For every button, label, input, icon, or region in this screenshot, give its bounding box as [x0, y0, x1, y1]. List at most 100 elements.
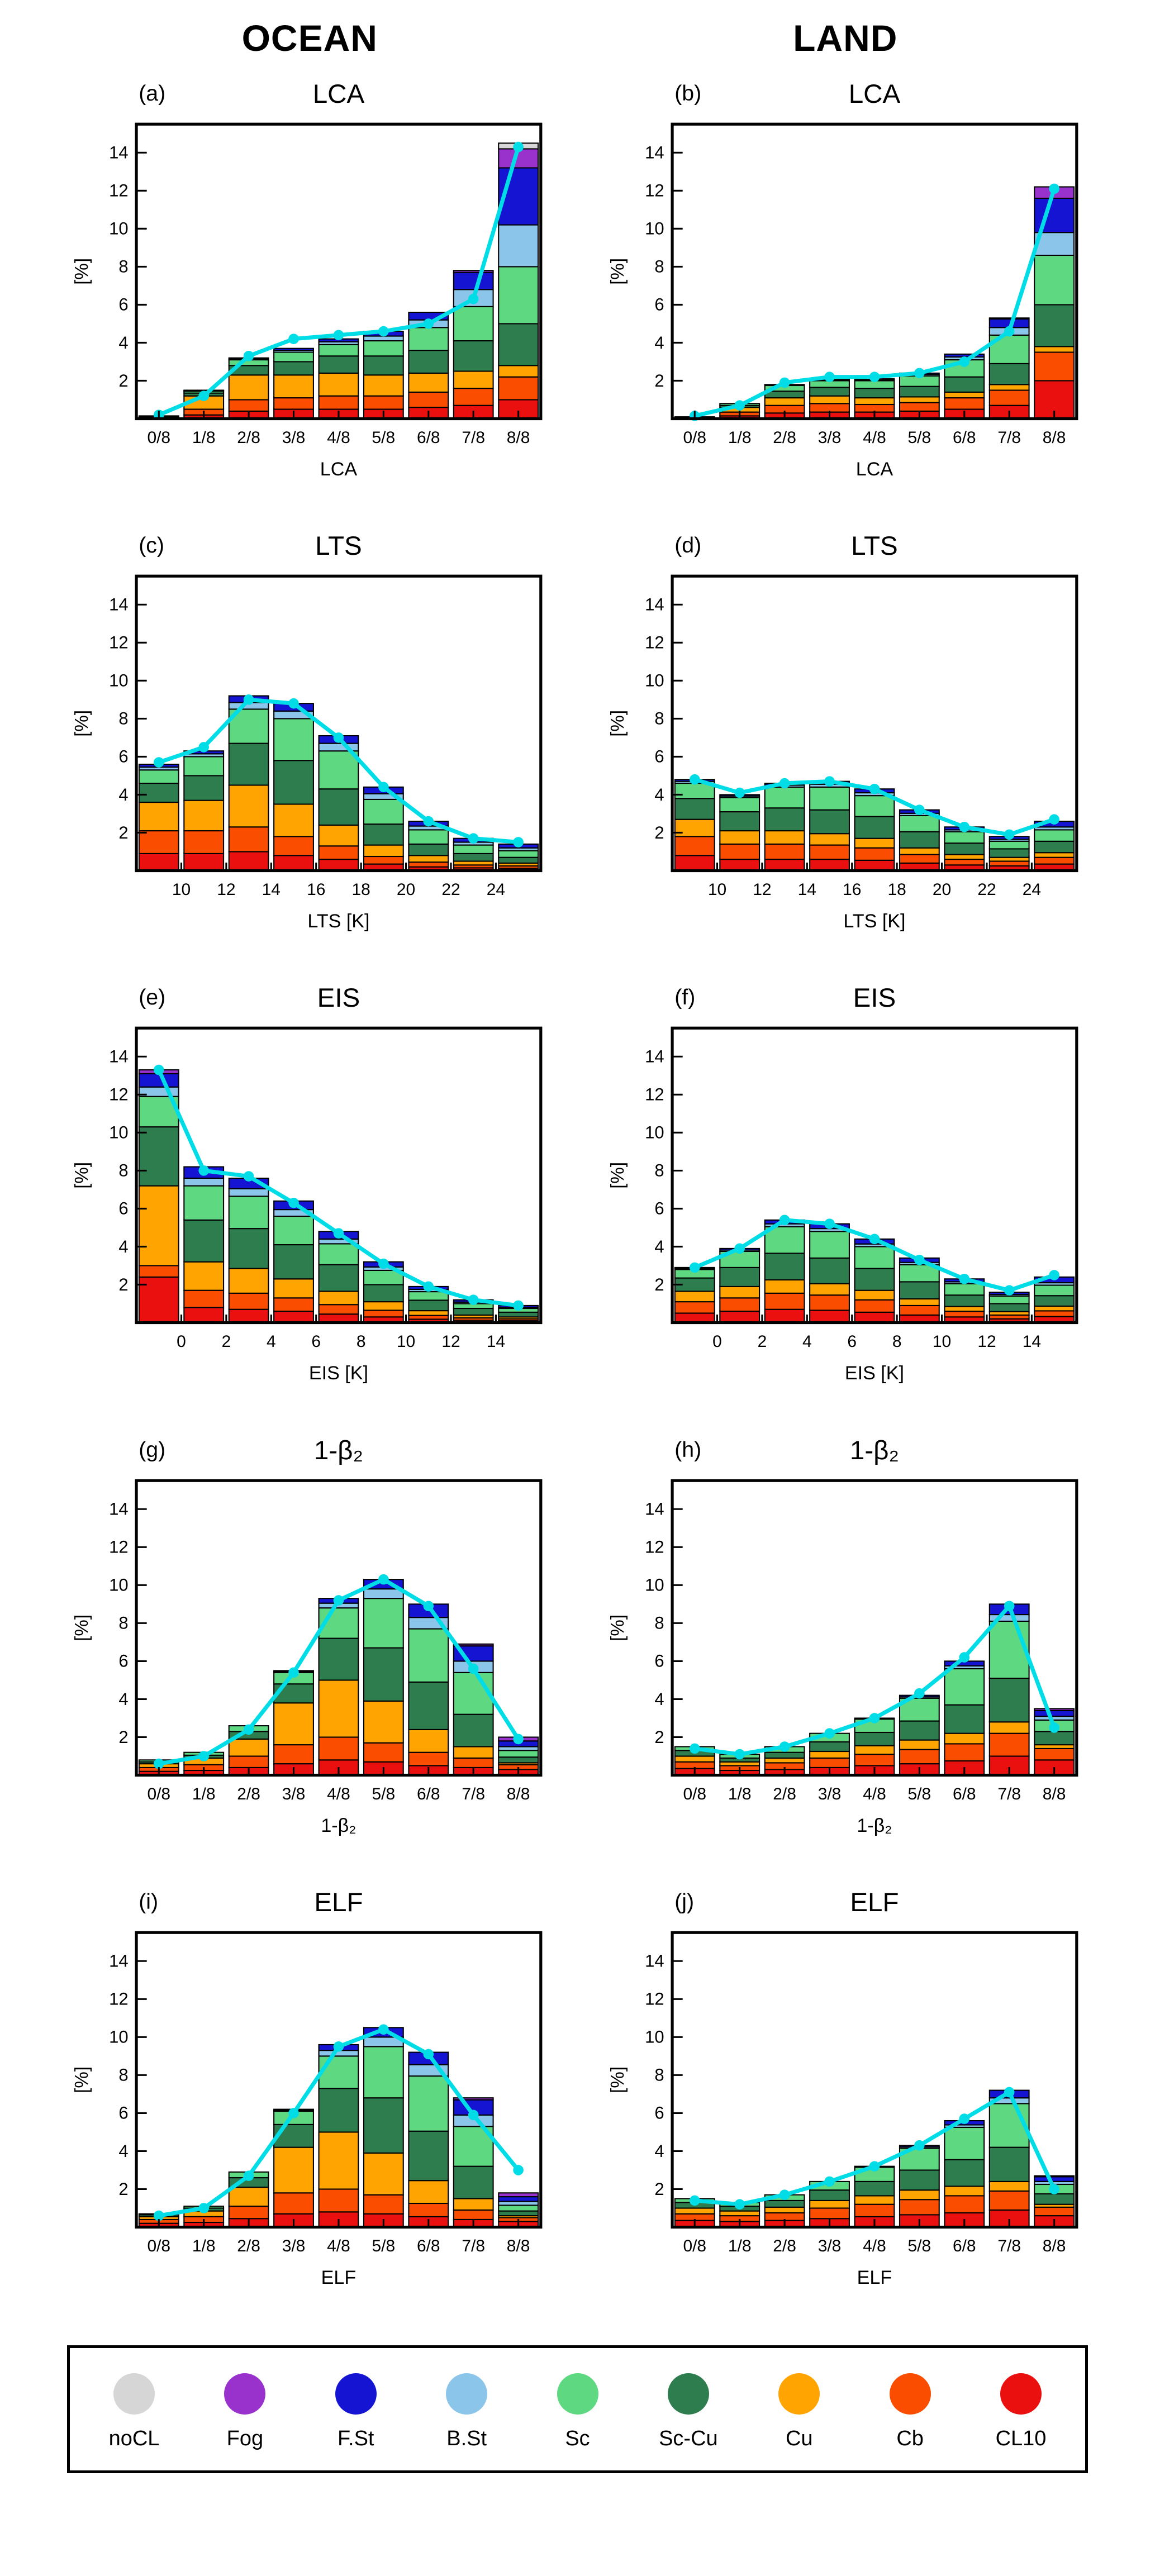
y-tick-label: 6 [118, 295, 128, 315]
panel-a-lca: (a) LCA 2 4 6 8 10 12 14 0/8 1/8 2/8 3/8 4/8 5/8 6/8 7/8… [67, 69, 553, 498]
legend-label: Cu [785, 2426, 813, 2450]
bar-segment-Cu [854, 1290, 895, 1301]
stacked-bar [988, 1603, 1030, 1776]
legend-label: F.St [338, 2426, 374, 2450]
line-marker [824, 2176, 835, 2187]
x-tick-label: 2/8 [237, 428, 260, 447]
line-marker [468, 2110, 479, 2120]
y-tick-label: 6 [654, 1651, 664, 1670]
total-frequency-line [689, 1600, 1059, 1759]
bar-segment-Sc [453, 306, 494, 342]
y-axis-label: [%] [607, 710, 628, 737]
plot-g: (g) 1-β₂ 2 4 6 8 10 12 14 0/8 1/8 2/8 3/8 4/8 5/8 6/8 7/… [72, 1435, 543, 1836]
line-marker [288, 2107, 299, 2118]
bar-segment-Sc-Cu [899, 385, 940, 398]
bar-segment-Cu [453, 370, 494, 389]
bar-segment-Cb [363, 1742, 404, 1763]
bar-segment-CL10 [719, 1311, 760, 1323]
bar-segment-Fog [1033, 1707, 1075, 1711]
y-tick-label: 12 [645, 1989, 664, 2008]
bar-segment-Cu [318, 372, 359, 397]
line-marker [1048, 2183, 1059, 2194]
y-tick-label: 8 [654, 1613, 664, 1632]
bar-segment-Sc [408, 327, 449, 351]
y-tick-label: 2 [118, 1727, 128, 1746]
x-tick-label: 10 [397, 1332, 415, 1351]
bar-segment-Sc [943, 2126, 985, 2160]
bar-segment-Cb [1033, 1310, 1075, 1318]
bar-segment-Cb [854, 1753, 895, 1766]
bars-group [138, 695, 539, 872]
bar-segment-Sc-Cu [988, 2146, 1030, 2182]
bar-segment-Sc-Cu [273, 361, 314, 376]
y-tick-label: 10 [109, 2027, 128, 2046]
stacked-bar [318, 1231, 359, 1323]
bar-segment-Cu [273, 2146, 314, 2194]
line-marker [423, 318, 434, 329]
stacked-bar [408, 1603, 449, 1776]
bar-segment-Sc-Cu [719, 1267, 760, 1288]
y-axis-label: [%] [72, 258, 92, 285]
bar-segment-Cu [943, 2185, 985, 2197]
bar-segment-Cu [943, 854, 985, 860]
bar-segment-Cu [719, 2210, 760, 2216]
y-tick-label: 2 [654, 2179, 664, 2199]
bar-segment-Cu [453, 2198, 494, 2211]
bar-segment-Sc-Cu [764, 1751, 805, 1759]
bar-segment-Cu [1033, 346, 1075, 353]
x-axis-label: ELF [857, 2267, 892, 2288]
x-tick-label: 7/8 [997, 1784, 1021, 1803]
panel-title: LCA [848, 79, 900, 109]
x-tick-label: 2 [757, 1332, 767, 1351]
stacked-bar [183, 750, 225, 872]
bar-segment-Cb [453, 2209, 494, 2220]
x-tick-label: 4/8 [863, 428, 886, 447]
bar-segment-Sc-Cu [273, 1683, 314, 1703]
total-frequency-line [153, 1065, 524, 1311]
plot-a: (a) LCA 2 4 6 8 10 12 14 0/8 1/8 2/8 3/8 4/8 5/8 6/8 7/8… [72, 79, 543, 480]
panel-label: (i) [139, 1889, 158, 1914]
line-marker [468, 293, 479, 304]
x-tick-label: 2/8 [773, 2237, 796, 2255]
bar-segment-Sc [764, 786, 805, 809]
bar-segment-CL10 [228, 1309, 269, 1323]
x-tick-label: 12 [441, 1332, 460, 1351]
bar-segment-Cu [899, 1298, 940, 1307]
stacked-bar [943, 826, 985, 872]
bar-segment-Cb [899, 1749, 940, 1764]
legend-label: CL10 [995, 2426, 1047, 2450]
bar-segment-Cu [1033, 852, 1075, 858]
line-marker [243, 694, 254, 705]
line-marker [824, 1218, 835, 1230]
bar-segment-Cu [228, 374, 269, 401]
bars-group [674, 1603, 1075, 1776]
y-tick-label: 10 [109, 219, 128, 239]
stacked-bar [943, 1278, 985, 1323]
stacked-bar [498, 142, 539, 420]
y-tick-label: 8 [118, 257, 128, 277]
bar-segment-Fog [453, 2097, 494, 2101]
stacked-bar [318, 338, 359, 420]
x-tick-label: 16 [843, 880, 861, 899]
y-tick-label: 14 [109, 1047, 128, 1066]
line-marker [333, 2041, 344, 2052]
x-tick-label: 5/8 [372, 428, 396, 447]
bar-segment-Cu [899, 847, 940, 855]
bar-segment-Sc-Cu [1033, 2193, 1075, 2205]
bar-segment-Sc [498, 266, 539, 325]
x-axis-label: LCA [855, 459, 893, 480]
legend-item-fog: Fog [214, 2373, 275, 2451]
bar-segment-Cu [408, 1310, 449, 1316]
x-axis-label: LTS [K] [307, 911, 369, 932]
bar-segment-Cu [988, 1721, 1030, 1734]
bar-segment-Sc [809, 786, 850, 811]
y-tick-label: 14 [645, 143, 664, 163]
stacked-bar [228, 1178, 269, 1323]
bar-segment-Cu [273, 1278, 314, 1299]
plot-i: (i) ELF 2 4 6 8 10 12 14 0/8 1/8 2/8 3/8 4/8 5/8 6/8 7/8… [72, 1888, 543, 2288]
y-axis-label: [%] [607, 258, 628, 285]
bar-segment-Sc [498, 850, 539, 858]
panel-title: EIS [853, 983, 896, 1013]
x-tick-label: 6 [311, 1332, 321, 1351]
